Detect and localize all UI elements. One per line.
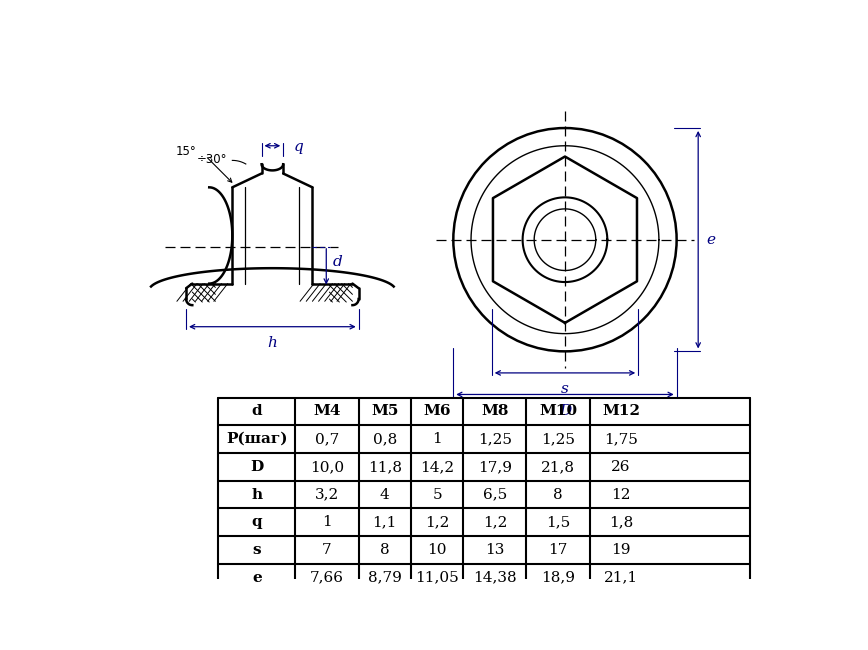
Text: 19: 19 [611, 543, 631, 557]
Text: M12: M12 [602, 404, 641, 419]
Text: q: q [252, 515, 262, 529]
Text: 14,38: 14,38 [473, 571, 516, 585]
Text: M10: M10 [539, 404, 577, 419]
Text: 1: 1 [432, 432, 442, 446]
Text: M6: M6 [424, 404, 450, 419]
Text: P(шаг): P(шаг) [227, 432, 287, 446]
Text: 21,1: 21,1 [604, 571, 638, 585]
Text: e: e [252, 571, 262, 585]
Text: 1,2: 1,2 [425, 515, 450, 529]
Text: 1,25: 1,25 [478, 432, 512, 446]
Text: 26: 26 [611, 460, 631, 474]
Text: q: q [294, 140, 304, 154]
Text: M4: M4 [313, 404, 341, 419]
Text: 1,8: 1,8 [609, 515, 634, 529]
Text: s: s [561, 382, 569, 396]
Text: 1,25: 1,25 [541, 432, 575, 446]
Text: 1: 1 [322, 515, 332, 529]
Text: e: e [706, 233, 715, 247]
Text: M8: M8 [481, 404, 509, 419]
Text: D: D [559, 404, 571, 418]
Text: 18,9: 18,9 [541, 571, 575, 585]
Text: 21,8: 21,8 [541, 460, 575, 474]
Text: 17,9: 17,9 [478, 460, 512, 474]
Text: 14,2: 14,2 [420, 460, 454, 474]
Text: 5: 5 [432, 488, 442, 502]
Text: 13: 13 [485, 543, 504, 557]
Text: 15°: 15° [175, 146, 196, 159]
Text: d: d [332, 255, 342, 268]
Text: 3,2: 3,2 [315, 488, 339, 502]
Text: h: h [267, 336, 277, 350]
Text: d: d [252, 404, 262, 419]
Text: 1,2: 1,2 [483, 515, 507, 529]
Text: 7,66: 7,66 [310, 571, 344, 585]
Text: 11,8: 11,8 [368, 460, 402, 474]
Text: 10: 10 [427, 543, 447, 557]
Text: 7: 7 [322, 543, 332, 557]
Text: 1,1: 1,1 [372, 515, 397, 529]
Text: D: D [250, 460, 264, 474]
Text: h: h [252, 488, 262, 502]
Text: 12: 12 [611, 488, 631, 502]
Text: 0,7: 0,7 [315, 432, 339, 446]
Text: 4: 4 [380, 488, 390, 502]
Text: 11,05: 11,05 [415, 571, 459, 585]
Text: 17: 17 [549, 543, 568, 557]
Text: 1,75: 1,75 [604, 432, 638, 446]
Text: M5: M5 [372, 404, 398, 419]
Text: s: s [253, 543, 261, 557]
Text: 1,5: 1,5 [546, 515, 570, 529]
Text: 0,8: 0,8 [372, 432, 397, 446]
Text: 10,0: 10,0 [310, 460, 344, 474]
Text: ÷30°: ÷30° [197, 153, 227, 166]
Text: 8: 8 [380, 543, 390, 557]
Text: 8,79: 8,79 [368, 571, 402, 585]
Text: 8: 8 [553, 488, 562, 502]
Text: 6,5: 6,5 [483, 488, 507, 502]
